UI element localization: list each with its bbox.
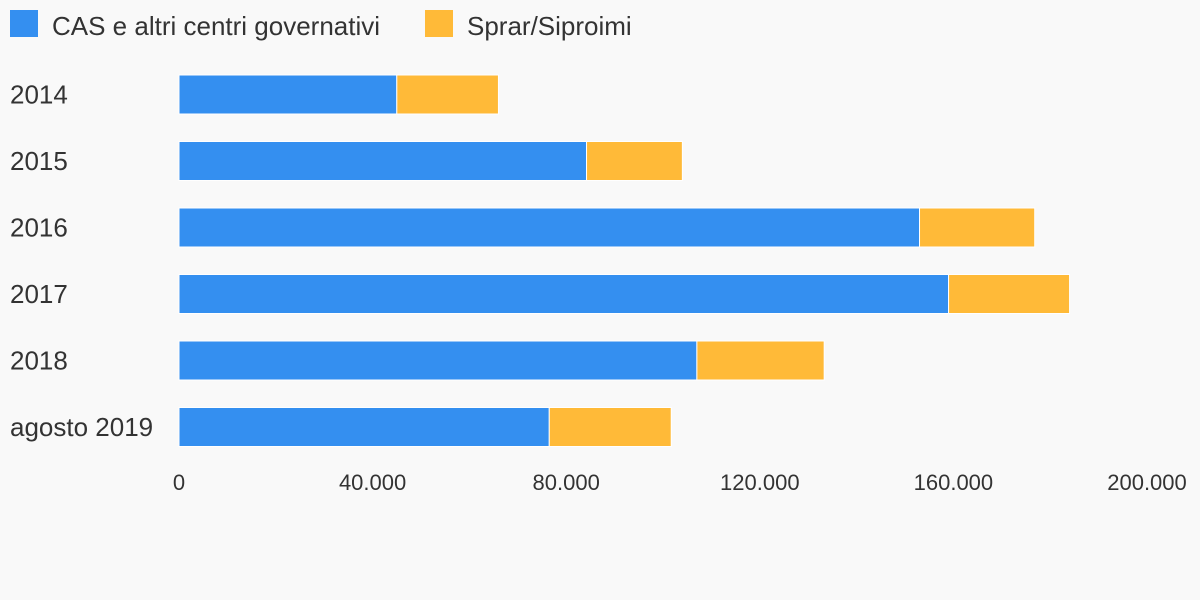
x-tick-label: 120.000 <box>720 470 800 495</box>
bar-segment-0 <box>178 207 921 248</box>
legend-swatch-1 <box>425 10 453 37</box>
bars <box>178 74 1071 447</box>
bar-segment-1 <box>948 274 1071 314</box>
category-label: 2016 <box>10 213 68 243</box>
bar-segment-0 <box>178 407 550 447</box>
bar-segment-0 <box>178 274 950 314</box>
bar-segment-1 <box>396 74 499 115</box>
x-tick-label: 40.000 <box>339 470 406 495</box>
legend-label-1: Sprar/Siproimi <box>467 11 632 41</box>
x-tick-label: 0 <box>173 470 185 495</box>
category-label: 2014 <box>10 80 68 110</box>
category-labels: 2014 2015 2016 2017 2018 agosto 2019 <box>10 80 153 443</box>
x-tick-label: 200.000 <box>1107 470 1187 495</box>
legend: CAS e altri centri governativi Sprar/Sipr… <box>10 10 632 41</box>
category-label: 2015 <box>10 146 68 176</box>
x-axis-tick-labels: 0 40.000 80.000 120.000 160.000 200.000 <box>173 470 1187 495</box>
bar-segment-0 <box>178 74 398 115</box>
bar-segment-0 <box>178 340 698 381</box>
bar-segment-1 <box>696 340 825 381</box>
x-tick-label: 80.000 <box>533 470 600 495</box>
legend-swatch-0 <box>10 10 38 37</box>
category-label: 2018 <box>10 346 68 376</box>
bar-segment-0 <box>178 141 588 181</box>
bar-segment-1 <box>586 141 683 181</box>
category-label: 2017 <box>10 279 68 309</box>
bar-segment-1 <box>548 407 672 447</box>
legend-label-0: CAS e altri centri governativi <box>52 11 380 41</box>
category-label: agosto 2019 <box>10 412 153 442</box>
bar-segment-1 <box>919 207 1036 248</box>
x-tick-label: 160.000 <box>914 470 994 495</box>
